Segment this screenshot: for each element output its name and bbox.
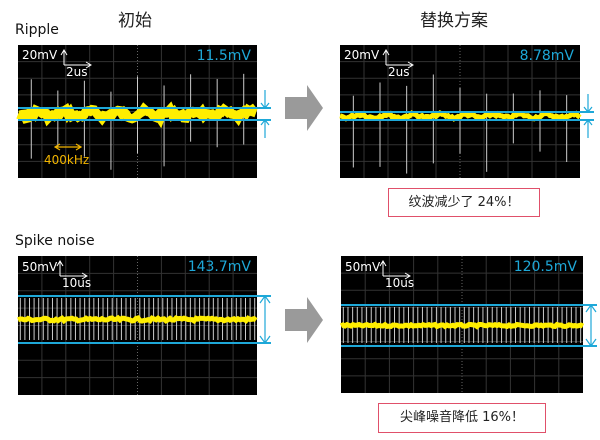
measurement-value: 11.5mV <box>196 48 251 64</box>
section-label-spike: Spike noise <box>15 233 95 249</box>
scale-axes-icon <box>60 49 92 69</box>
vertical-scale: 20mV <box>344 48 380 62</box>
result-note-spike: 尖峰噪音降低 16%！ <box>378 403 546 433</box>
time-scale: 10us <box>385 276 415 290</box>
scope-screen <box>17 256 271 395</box>
time-scale: 2us <box>66 65 88 79</box>
time-scale: 10us <box>62 276 92 290</box>
vertical-scale: 50mV <box>22 260 58 274</box>
vertical-scale: 20mV <box>22 48 58 62</box>
signal-trace <box>17 314 258 325</box>
column-title-after: 替换方案 <box>420 11 488 31</box>
arrow-right-icon <box>285 85 323 131</box>
section-label-ripple: Ripple <box>15 22 59 38</box>
signal-trace <box>339 321 585 330</box>
measure-arrows-icon <box>583 94 593 138</box>
scope-screen <box>16 45 271 178</box>
measure-arrows-icon <box>260 90 270 138</box>
measurement-value: 8.78mV <box>519 48 574 64</box>
result-note-ripple: 纹波减少了 24%！ <box>388 188 540 217</box>
measurement-value: 120.5mV <box>513 259 577 275</box>
scale-axes-icon <box>379 260 411 280</box>
scope-ripple-after: 20mV 2us 8.78mV <box>339 45 594 178</box>
scope-ripple-before: 20mV 2us 11.5mV 400kHz <box>16 45 271 178</box>
measurement-value: 143.7mV <box>187 259 251 275</box>
scope-screen <box>339 256 597 393</box>
scale-axes-icon <box>56 260 88 280</box>
measure-arrows-icon <box>585 303 597 348</box>
time-scale: 2us <box>388 65 410 79</box>
signal-trace <box>339 110 582 122</box>
frequency-label: 400kHz <box>44 153 90 167</box>
measure-arrows-icon <box>259 294 271 345</box>
signal-trace <box>16 101 258 129</box>
period-arrow-icon <box>53 143 83 151</box>
scale-axes-icon <box>382 49 414 69</box>
arrow-right-icon <box>285 297 323 343</box>
scope-spike-before: 50mV 10us 143.7mV <box>17 256 271 395</box>
scope-spike-after: 50mV 10us 120.5mV <box>339 256 597 393</box>
column-title-before: 初始 <box>118 11 152 31</box>
vertical-scale: 50mV <box>345 260 381 274</box>
scope-screen <box>339 45 594 178</box>
